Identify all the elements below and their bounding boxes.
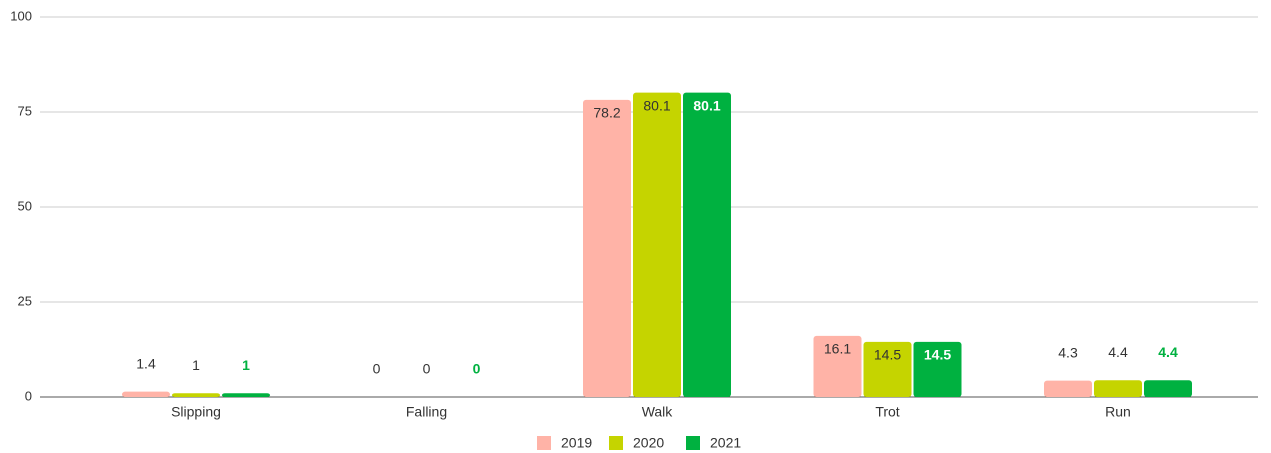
legend-label: 2020 bbox=[633, 435, 664, 451]
x-tick-label: Slipping bbox=[171, 404, 221, 420]
bar bbox=[683, 92, 731, 398]
legend-swatch bbox=[686, 436, 700, 450]
y-tick-label: 50 bbox=[18, 198, 32, 213]
x-tick-label: Trot bbox=[875, 404, 899, 420]
y-tick-label: 25 bbox=[18, 293, 32, 308]
bar bbox=[172, 393, 220, 397]
x-tick-label: Walk bbox=[642, 404, 674, 420]
data-label: 14.5 bbox=[874, 347, 901, 363]
bar bbox=[813, 335, 862, 397]
data-label: 1 bbox=[242, 357, 250, 373]
data-label: 0 bbox=[473, 361, 481, 377]
data-label: 1 bbox=[192, 357, 200, 373]
bar bbox=[633, 92, 681, 398]
x-tick-label: Falling bbox=[406, 404, 447, 420]
bar bbox=[1044, 380, 1092, 397]
legend-swatch bbox=[609, 436, 623, 450]
y-tick-label: 75 bbox=[18, 103, 32, 118]
bar bbox=[863, 341, 912, 397]
y-tick-label: 100 bbox=[10, 8, 32, 23]
data-label: 4.3 bbox=[1058, 344, 1078, 360]
legend-label: 2021 bbox=[710, 435, 741, 451]
bar bbox=[1144, 380, 1192, 397]
data-label: 4.4 bbox=[1158, 344, 1178, 360]
y-tick-label: 0 bbox=[25, 388, 32, 403]
data-label: 80.1 bbox=[643, 97, 670, 113]
data-label: 80.1 bbox=[693, 97, 720, 113]
data-label: 78.2 bbox=[593, 105, 620, 121]
legend-label: 2019 bbox=[561, 435, 592, 451]
bar bbox=[1094, 380, 1142, 397]
bar bbox=[222, 393, 270, 397]
bar bbox=[122, 391, 170, 397]
x-tick-label: Run bbox=[1105, 404, 1131, 420]
data-label: 14.5 bbox=[924, 347, 951, 363]
bar bbox=[913, 341, 962, 397]
legend-swatch bbox=[537, 436, 551, 450]
data-label: 4.4 bbox=[1108, 344, 1128, 360]
data-label: 1.4 bbox=[136, 355, 156, 371]
data-label: 16.1 bbox=[824, 341, 851, 357]
data-label: 0 bbox=[423, 361, 431, 377]
bar bbox=[583, 99, 631, 397]
data-label: 0 bbox=[373, 361, 381, 377]
